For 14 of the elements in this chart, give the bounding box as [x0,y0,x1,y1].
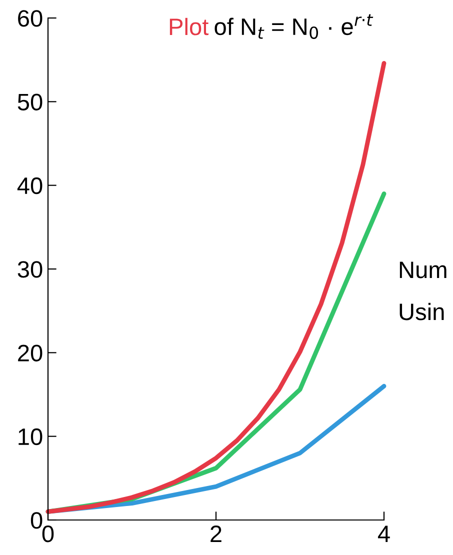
y-tick-label: 20 [18,344,42,362]
x-tick-label: 2 [210,525,222,542]
y-tick-label: 50 [18,94,42,110]
text: Usin [400,302,444,320]
y-tick-label: 0 [30,512,42,529]
y-tick-label: 60 [18,10,42,27]
x-tick-label: 0 [42,525,54,542]
text: Num [400,262,446,278]
y-tick-label: 10 [18,428,42,446]
y-tick-label: 30 [18,261,42,278]
chart-title: Plot of N$_{t}$ = N$_{0}$ · e$^{r·t}$ [170,14,374,39]
line-series [46,60,386,514]
y-tick-label: 40 [17,177,42,194]
x-tick-label: 4 [378,526,390,542]
